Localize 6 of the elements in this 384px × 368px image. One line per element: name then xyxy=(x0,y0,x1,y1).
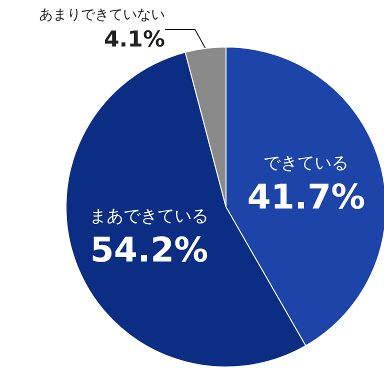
data-label: 54.2% xyxy=(90,230,208,271)
data-label: 4.1% xyxy=(104,28,165,52)
slice-label: まあできている xyxy=(90,206,209,227)
data-label: 41.7% xyxy=(247,178,366,218)
slice-label: できている xyxy=(264,154,349,174)
slice-label: あまりできていない xyxy=(39,7,165,23)
